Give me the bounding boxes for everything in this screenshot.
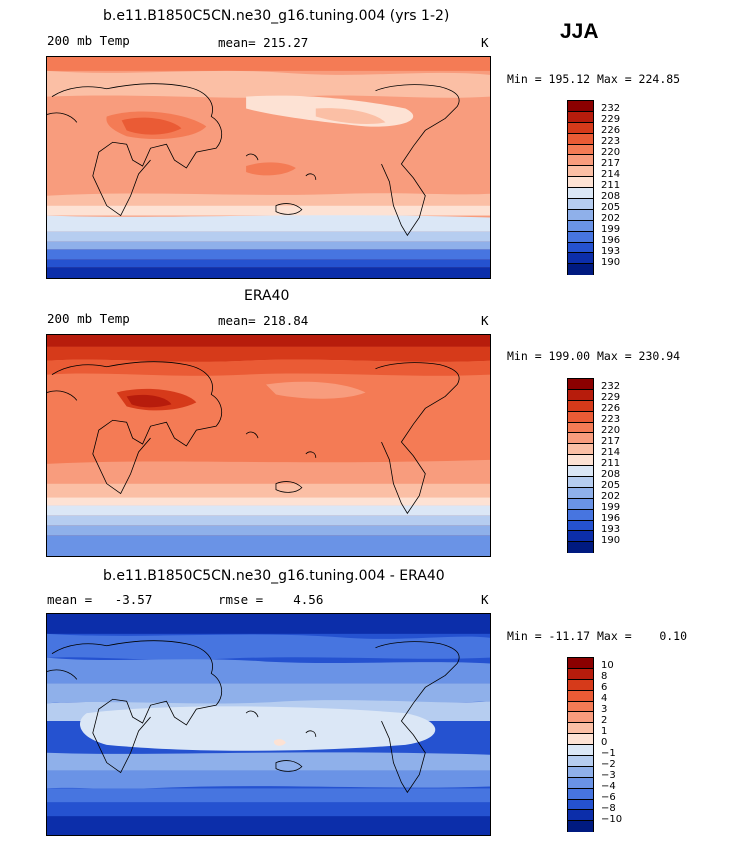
- panel2-title: ERA40: [244, 288, 290, 304]
- panel2-cb-label: 190: [601, 535, 621, 546]
- panel2-cb-label: 211: [601, 458, 621, 469]
- panel2-cb-label: 214: [601, 447, 621, 458]
- panel1-cb-label: 214: [601, 169, 621, 180]
- panel1-cb-label: 199: [601, 224, 621, 235]
- panel3-cb-label: −2: [601, 759, 616, 770]
- panel1-cb-label: 223: [601, 136, 621, 147]
- panel1-cb-label: 208: [601, 191, 621, 202]
- panel2-left-label: 200 mb Temp: [47, 311, 130, 326]
- panel3-center-label: rmse = 4.56: [218, 592, 324, 607]
- panel1-cb-label: 217: [601, 158, 621, 169]
- panel2-units: K: [481, 313, 489, 328]
- panel1-cb-label: 226: [601, 125, 621, 136]
- panel3-cb-label: 4: [601, 693, 608, 704]
- panel3-cb-label: 10: [601, 660, 614, 671]
- panel3-cb-label: −8: [601, 803, 616, 814]
- panel3-cb-label: 2: [601, 715, 608, 726]
- panel3-title: b.e11.B1850C5CN.ne30_g16.tuning.004 - ER…: [103, 568, 445, 584]
- panel2-cb-label: 208: [601, 469, 621, 480]
- panel3-left-label: mean = -3.57: [47, 592, 153, 607]
- panel2-cb-label: 217: [601, 436, 621, 447]
- panel2-cb-label: 220: [601, 425, 621, 436]
- panel1-cb-label: 196: [601, 235, 621, 246]
- panel2-map: [46, 334, 491, 557]
- panel3-cb-label: −4: [601, 781, 616, 792]
- panel3-map: [46, 613, 491, 836]
- panel2-cb-label: 193: [601, 524, 621, 535]
- panel3-cb-label: 0: [601, 737, 608, 748]
- panel1-cb-label: 205: [601, 202, 621, 213]
- panel3-cb-label: 8: [601, 671, 608, 682]
- panel1-colorbar: [567, 100, 594, 276]
- panel2-cb-label: 232: [601, 381, 621, 392]
- season-label: JJA: [560, 20, 599, 43]
- panel1-cb-label: 220: [601, 147, 621, 158]
- panel2-cb-label: 202: [601, 491, 621, 502]
- panel2-stats: Min = 199.00 Max = 230.94: [507, 349, 681, 363]
- panel2-cb-label: 226: [601, 403, 621, 414]
- panel3-cb-label: −3: [601, 770, 616, 781]
- panel2-cb-label: 223: [601, 414, 621, 425]
- panel2-colorbar: [567, 378, 594, 554]
- panel3-cb-label: −1: [601, 748, 616, 759]
- panel3-units: K: [481, 592, 489, 607]
- panel1-left-label: 200 mb Temp: [47, 33, 130, 48]
- panel1-units: K: [481, 35, 489, 50]
- panel3-cb-label: 1: [601, 726, 608, 737]
- panel1-stats: Min = 195.12 Max = 224.85: [507, 72, 681, 86]
- panel1-map: [46, 56, 491, 279]
- panel1-cb-label: 211: [601, 180, 621, 191]
- panel3-stats: Min = -11.17 Max = 0.10: [507, 629, 688, 643]
- panel1-center-label: mean= 215.27: [218, 35, 309, 50]
- panel2-cb-label: 196: [601, 513, 621, 524]
- panel2-center-label: mean= 218.84: [218, 313, 309, 328]
- panel1-cb-label: 190: [601, 257, 621, 268]
- panel3-cb-label: −6: [601, 792, 616, 803]
- panel1-cb-label: 232: [601, 103, 621, 114]
- panel2-cb-label: 205: [601, 480, 621, 491]
- panel1-cb-label: 202: [601, 213, 621, 224]
- panel1-title: b.e11.B1850C5CN.ne30_g16.tuning.004 (yrs…: [103, 8, 450, 24]
- panel3-cb-label: −10: [601, 814, 623, 825]
- panel1-cb-label: 229: [601, 114, 621, 125]
- panel1-cb-label: 193: [601, 246, 621, 257]
- panel3-cb-label: 6: [601, 682, 608, 693]
- panel3-cb-label: 3: [601, 704, 608, 715]
- panel3-colorbar: [567, 657, 594, 833]
- panel2-cb-label: 199: [601, 502, 621, 513]
- panel2-cb-label: 229: [601, 392, 621, 403]
